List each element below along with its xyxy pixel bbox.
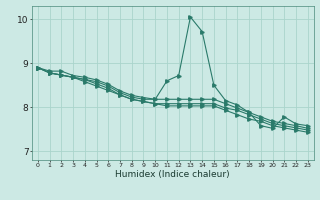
X-axis label: Humidex (Indice chaleur): Humidex (Indice chaleur) <box>116 170 230 179</box>
